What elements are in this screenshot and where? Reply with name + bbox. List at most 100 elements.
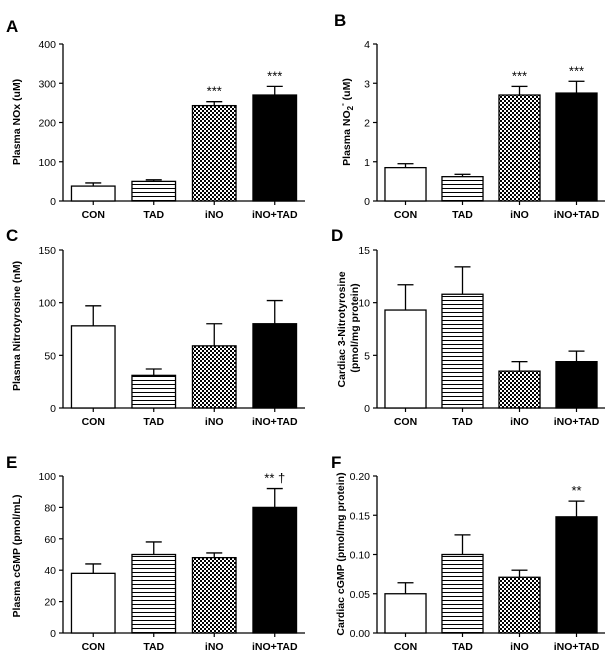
x-tick-label: iNO+TAD (554, 416, 600, 428)
bar-ino-tad (555, 361, 598, 409)
bar-con (70, 185, 116, 202)
x-tick-label: CON (394, 641, 417, 653)
panel-letter: F (331, 453, 341, 472)
bar-tad (131, 180, 177, 202)
bar-ino-tad (555, 516, 598, 634)
y-tick-label: 0 (50, 628, 56, 640)
bar-con (384, 166, 427, 202)
y-axis-label-line2: (pmol/mg protein) (349, 283, 361, 372)
panel-a: A Plasma NOx (uM) 0 100 200 300 400 CON TAD iNO… (6, 17, 305, 221)
y-tick-label: 1 (364, 157, 370, 169)
y-tick-label: 50 (44, 350, 56, 362)
panel-letter: D (331, 226, 343, 245)
panel-letter: A (6, 17, 18, 36)
x-tick-label: iNO (510, 209, 529, 221)
bar-ino (191, 345, 237, 409)
bar-con (384, 593, 427, 634)
x-tick-label: CON (394, 416, 417, 428)
y-tick-label: 0.20 (350, 471, 371, 483)
x-tick-label: iNO+TAD (554, 641, 600, 653)
y-tick-label: 20 (44, 597, 56, 609)
panel-f: F Cardiac cGMP (pmol/mg protein) 0.000.0… (331, 453, 605, 653)
y-tick-label: 100 (38, 157, 56, 169)
bar-ino (191, 556, 237, 634)
significance-label: *** (267, 68, 282, 83)
y-axis-label: Cardiac cGMP (pmol/mg protein) (335, 472, 347, 635)
x-tick-label: CON (82, 641, 105, 653)
bar-con (384, 309, 427, 409)
significance-label: *** (569, 63, 584, 78)
y-axis-label: Plasma Nitrotyrosine (nM) (11, 261, 23, 391)
y-tick-label: 40 (44, 565, 56, 577)
y-axis-label-superscript: - (338, 103, 347, 106)
bar-ino (498, 94, 541, 202)
x-tick-label: iNO+TAD (554, 209, 600, 221)
significance-label: ** (571, 483, 581, 498)
y-tick-label: 0 (50, 403, 56, 415)
x-tick-label: iNO+TAD (252, 209, 298, 221)
bar-con (70, 325, 116, 409)
plot-area: 0.00 0.05 0.10 0.15 0.20 CON TAD iNO iNO+TAD ** (350, 471, 605, 653)
y-tick-label: 200 (38, 118, 56, 130)
x-tick-label: iNO+TAD (252, 416, 298, 428)
y-axis-label-subscript: 2 (346, 105, 355, 110)
y-tick-label: 0 (364, 403, 370, 415)
y-tick-label: 0 (364, 196, 370, 208)
plot-area: 0 5 10 15 CON TAD iNO iNO+TAD (358, 245, 605, 428)
bar-con (70, 572, 116, 634)
bar-ino-tad (252, 506, 298, 634)
x-tick-label: TAD (452, 641, 473, 653)
bar-tad (131, 374, 177, 409)
bar-ino-tad (555, 92, 598, 202)
bar-tad (441, 293, 484, 409)
x-tick-label: TAD (143, 416, 164, 428)
bar-tad (441, 553, 484, 634)
significance-label: ** † (264, 471, 285, 486)
x-tick-label: CON (394, 209, 417, 221)
y-tick-label: 0.10 (350, 550, 371, 562)
x-tick-label: TAD (452, 416, 473, 428)
y-axis-label-unit: (uM) (341, 78, 353, 103)
x-tick-label: iNO (510, 641, 529, 653)
panel-d: D Cardiac 3-Nitrotyrosine (pmol/mg prote… (331, 226, 605, 428)
y-axis-label: Plasma cGMP (pmol/mL) (11, 495, 23, 618)
y-tick-label: 4 (364, 39, 370, 51)
bar-tad (131, 553, 177, 634)
y-tick-label: 300 (38, 78, 56, 90)
bar-ino (498, 576, 541, 634)
x-tick-label: iNO (205, 416, 224, 428)
x-tick-label: TAD (452, 209, 473, 221)
x-tick-label: iNO+TAD (252, 641, 298, 653)
plot-area: 0 20 40 60 80 100 CON TAD iNO iNO+TAD ** † (38, 471, 305, 653)
y-tick-label: 0.00 (350, 628, 371, 640)
significance-label: *** (512, 68, 527, 83)
y-tick-label: 100 (38, 298, 56, 310)
x-tick-label: CON (82, 209, 105, 221)
bar-ino (498, 370, 541, 409)
y-tick-label: 0.15 (350, 510, 371, 522)
y-tick-label: 60 (44, 534, 56, 546)
bar-tad (441, 176, 484, 202)
y-tick-label: 0.05 (350, 589, 371, 601)
x-tick-label: iNO (510, 416, 529, 428)
plot-area: 0 50 100 150 CON TAD iNO iNO+TAD (38, 245, 305, 428)
y-tick-label: 10 (358, 298, 370, 310)
panel-letter: B (334, 11, 346, 30)
x-tick-label: TAD (143, 641, 164, 653)
panel-e: E Plasma cGMP (pmol/mL) 0 20 40 60 80 100 CON T… (6, 453, 305, 653)
y-tick-label: 400 (38, 39, 56, 51)
x-tick-label: iNO (205, 209, 224, 221)
y-tick-label: 100 (38, 471, 56, 483)
y-tick-label: 3 (364, 78, 370, 90)
y-tick-label: 80 (44, 502, 56, 514)
y-axis-label-line1: Cardiac 3-Nitrotyrosine (336, 271, 348, 387)
y-tick-label: 2 (364, 118, 370, 130)
panel-letter: E (6, 453, 17, 472)
y-tick-label: 15 (358, 245, 370, 257)
y-axis-label: Plasma NOx (uM) (11, 79, 23, 165)
x-tick-label: CON (82, 416, 105, 428)
panel-c: C Plasma Nitrotyrosine (nM) 0 50 100 150 CON… (6, 226, 305, 428)
y-axis-label-main: Plasma NO (341, 110, 353, 165)
